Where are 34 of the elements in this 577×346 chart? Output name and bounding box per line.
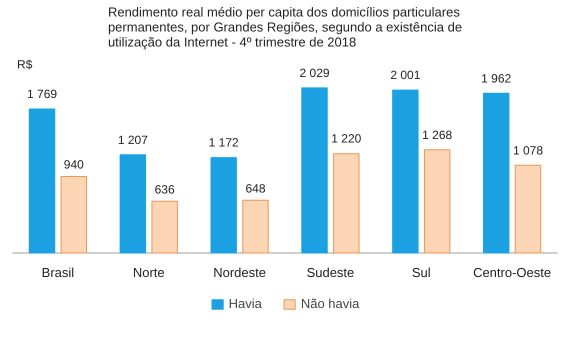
data-label: 1 078 bbox=[512, 143, 544, 158]
data-label: 1 172 bbox=[208, 136, 240, 150]
x-tick-label: Brasil bbox=[42, 265, 74, 280]
legend-label: Havia bbox=[228, 296, 262, 311]
bar bbox=[424, 149, 450, 254]
data-label: 2 001 bbox=[390, 68, 421, 82]
data-label: 1 220 bbox=[331, 132, 362, 146]
data-label: 1 962 bbox=[481, 71, 512, 86]
bar bbox=[60, 176, 88, 254]
x-tick-label: Nordeste bbox=[213, 265, 266, 280]
bar bbox=[120, 154, 146, 254]
legend-label: Não havia bbox=[300, 296, 360, 311]
bar bbox=[301, 87, 328, 254]
data-label: 1 769 bbox=[27, 87, 58, 102]
x-tick-label: Centro-Oeste bbox=[473, 265, 552, 280]
y-axis-title: R$ bbox=[17, 58, 33, 72]
bar bbox=[482, 92, 510, 254]
data-label: 2 029 bbox=[300, 66, 330, 80]
bar bbox=[28, 108, 56, 254]
bar bbox=[514, 164, 542, 254]
x-tick-label: Sudeste bbox=[306, 265, 354, 280]
data-label: 940 bbox=[64, 158, 84, 172]
x-tick-label: Norte bbox=[132, 265, 165, 280]
chart-title: Rendimento real médio per capita dos domicílios particulares permanentes, por Grandes Regiões, segundo a existência de utilização da Internet - 4º trimestre de 2018 bbox=[108, 4, 462, 50]
data-label: 636 bbox=[154, 182, 175, 196]
bar bbox=[333, 153, 360, 254]
bar bbox=[242, 200, 269, 254]
data-label: 1 207 bbox=[118, 132, 148, 147]
data-label: 648 bbox=[245, 181, 266, 196]
bar bbox=[392, 90, 419, 254]
bar bbox=[151, 200, 178, 254]
bar bbox=[210, 157, 237, 254]
data-label: 1 268 bbox=[422, 128, 452, 142]
x-tick-label: Sul bbox=[412, 265, 431, 280]
